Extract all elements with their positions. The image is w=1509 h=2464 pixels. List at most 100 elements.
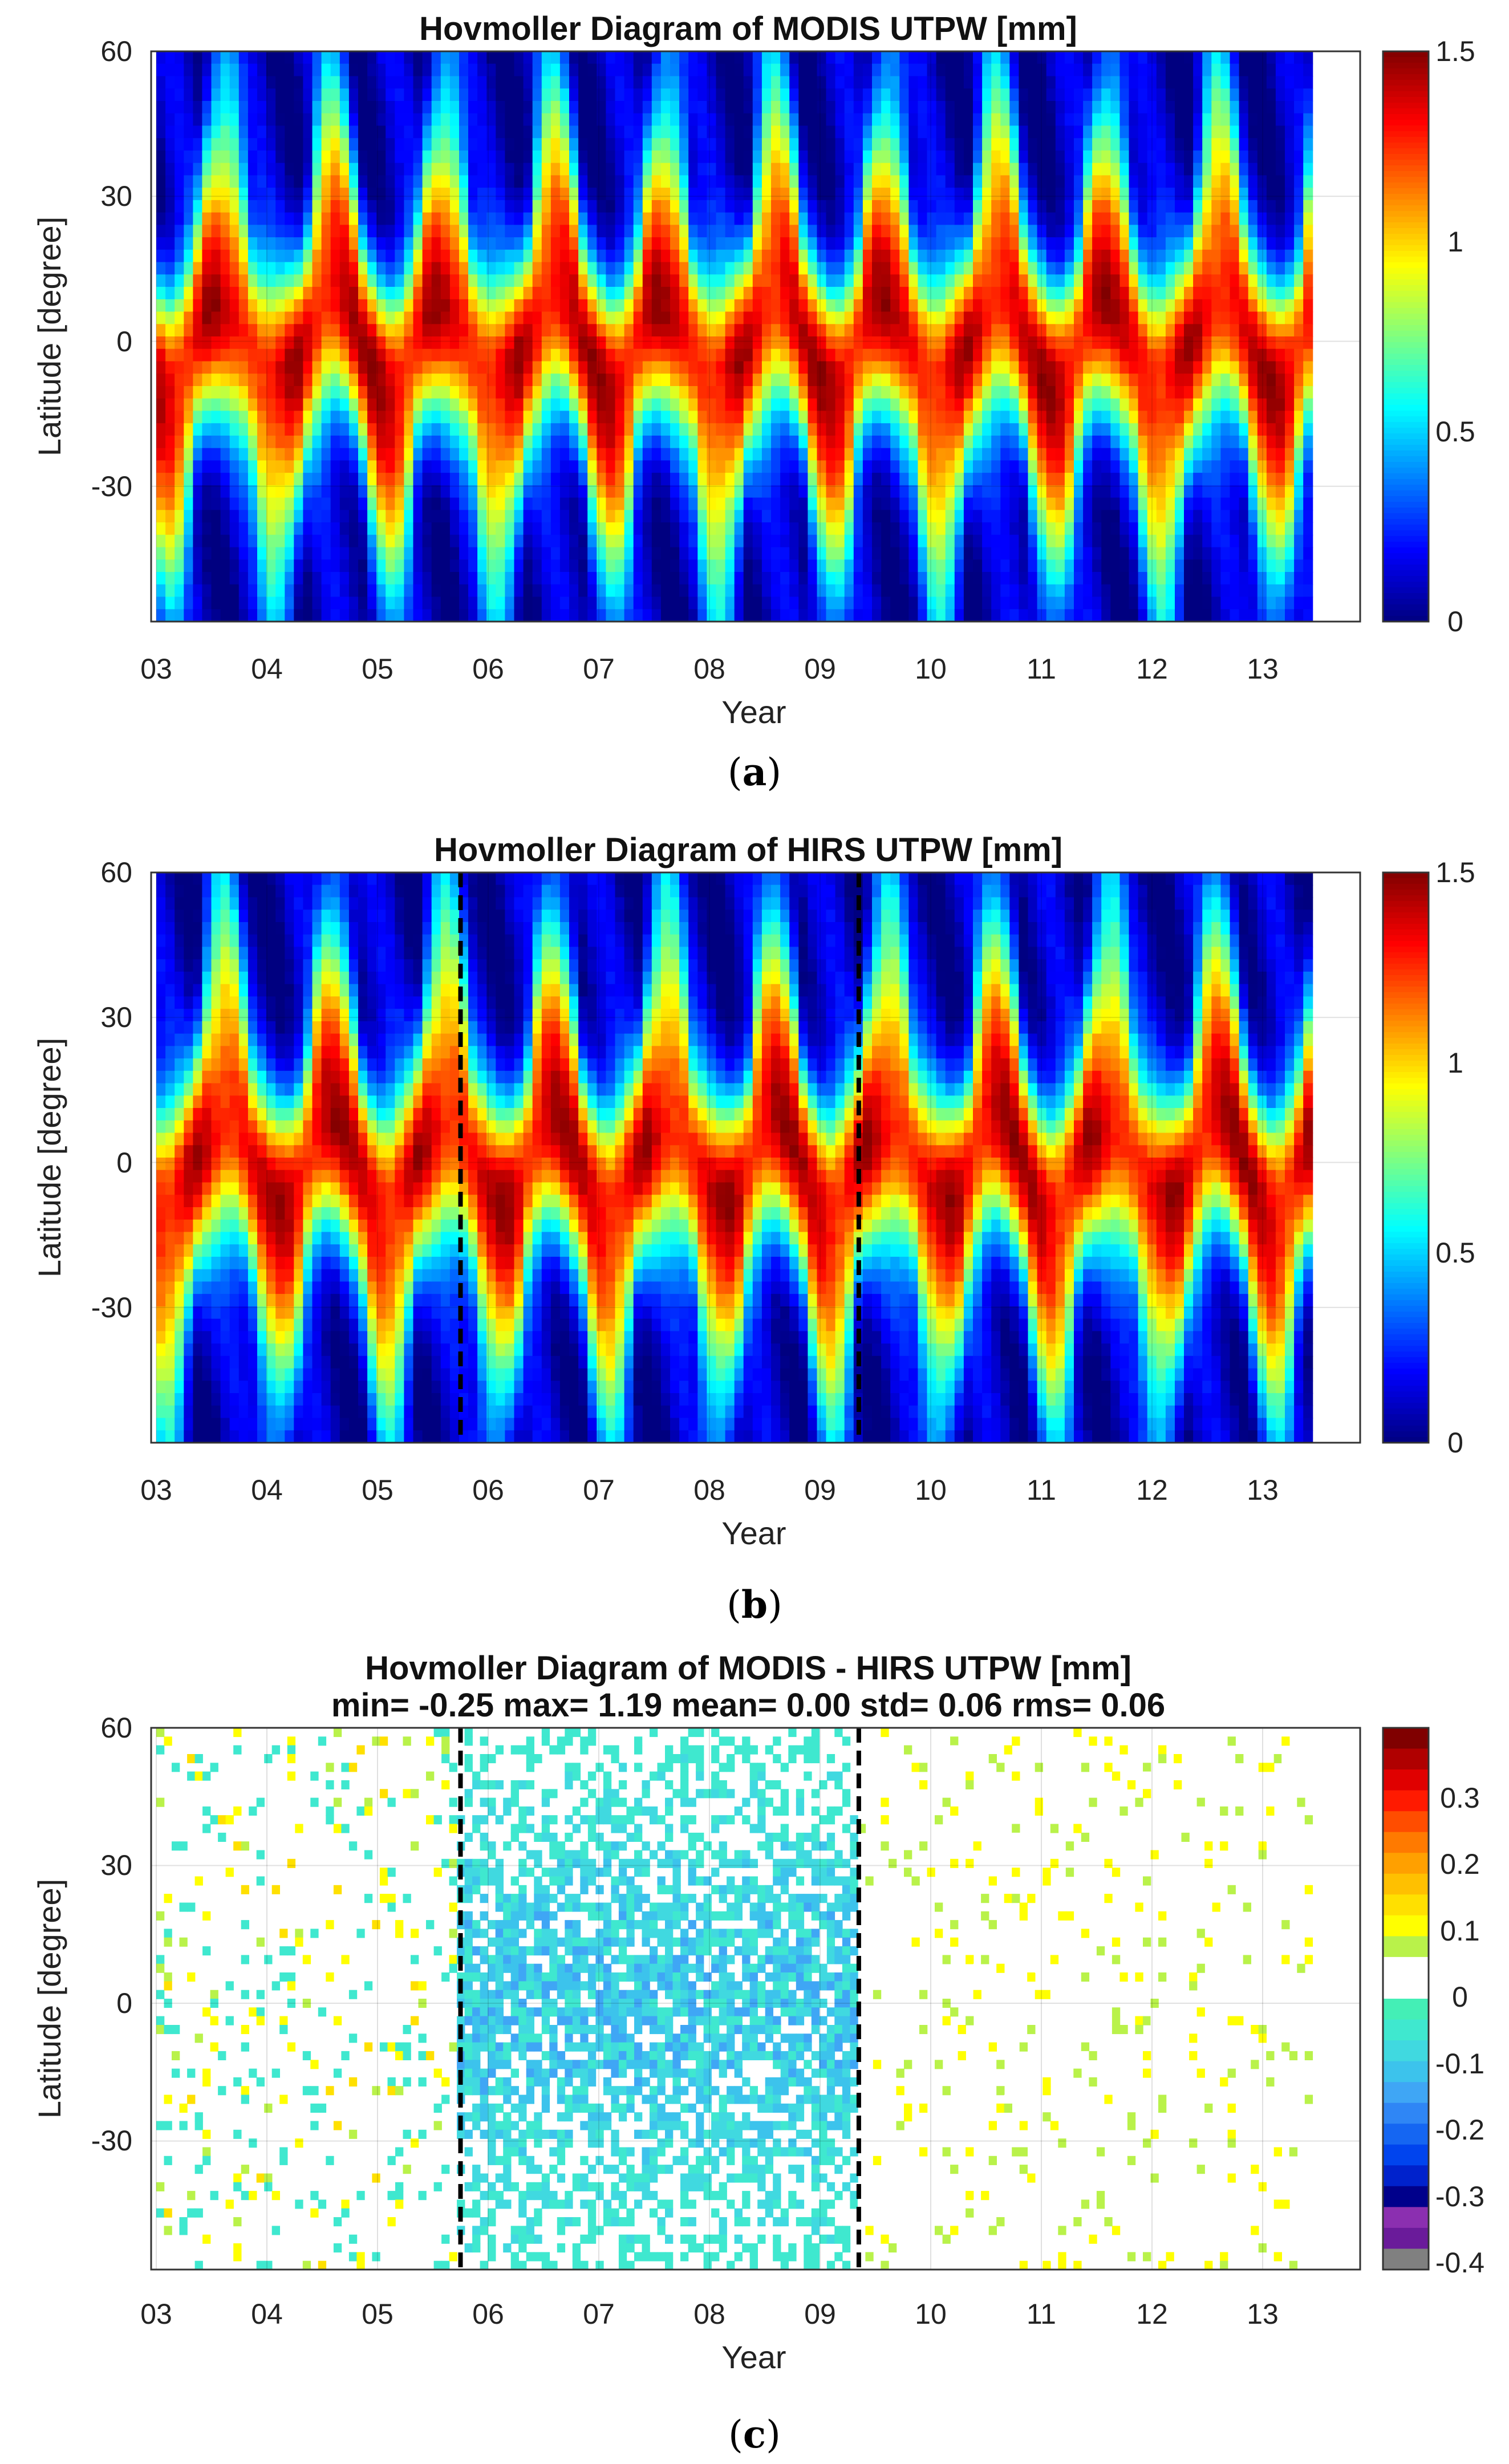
- heatmap-cell: [321, 386, 331, 399]
- heatmap-cell: [285, 51, 295, 64]
- heatmap-cell: [1138, 398, 1148, 412]
- heatmap-cell: [725, 188, 735, 201]
- heatmap-cell: [936, 76, 946, 90]
- heatmap-cell: [982, 113, 992, 127]
- heatmap-cell: [660, 225, 671, 238]
- heatmap-cell: [808, 411, 818, 424]
- heatmap-cell: [716, 188, 726, 201]
- heatmap-cell: [991, 311, 1001, 325]
- heatmap-cell: [348, 101, 359, 114]
- heatmap-cell: [670, 361, 680, 375]
- heatmap-cell: [229, 200, 240, 213]
- heatmap-cell: [1019, 336, 1029, 350]
- heatmap-cell: [633, 150, 643, 164]
- heatmap-cell: [798, 51, 809, 64]
- heatmap-cell: [817, 287, 827, 300]
- heatmap-cell: [184, 63, 194, 77]
- heatmap-cell: [982, 200, 992, 213]
- heatmap-cell: [872, 249, 882, 263]
- heatmap-cell: [716, 274, 726, 287]
- heatmap-cell: [505, 51, 515, 64]
- heatmap-cell: [321, 423, 331, 436]
- heatmap-cell: [927, 125, 937, 139]
- heatmap-cell: [624, 596, 634, 610]
- heatmap-cell: [1138, 448, 1148, 461]
- heatmap-cell: [330, 348, 340, 362]
- heatmap-cell: [1055, 485, 1065, 498]
- heatmap-cell: [954, 76, 964, 90]
- heatmap-cell: [817, 386, 827, 399]
- heatmap-cell: [312, 125, 322, 139]
- heatmap-cell: [844, 76, 854, 90]
- heatmap-cell: [1019, 473, 1029, 486]
- heatmap-cell: [569, 510, 579, 523]
- heatmap-cell: [156, 374, 167, 387]
- heatmap-cell: [798, 411, 809, 424]
- heatmap-cell: [1101, 348, 1112, 362]
- heatmap-cell: [954, 113, 964, 127]
- heatmap-cell: [651, 63, 662, 77]
- heatmap-cell: [1092, 88, 1102, 102]
- heatmap-cell: [477, 547, 488, 561]
- heatmap-cell: [468, 163, 478, 176]
- heatmap-cell: [624, 374, 634, 387]
- heatmap-cell: [248, 534, 258, 548]
- heatmap-cell: [1129, 200, 1139, 213]
- heatmap-cell: [1110, 299, 1121, 312]
- heatmap-cell: [229, 125, 240, 139]
- heatmap-cell: [431, 101, 441, 114]
- heatmap-cell: [808, 249, 818, 263]
- heatmap-cell: [321, 522, 331, 535]
- heatmap-cell: [982, 534, 992, 548]
- heatmap-cell: [1019, 76, 1029, 90]
- heatmap-cell: [1138, 411, 1148, 424]
- heatmap-cell: [532, 138, 542, 151]
- heatmap-cell: [660, 596, 671, 610]
- heatmap-cell: [303, 473, 313, 486]
- heatmap-cell: [184, 101, 194, 114]
- heatmap-cell: [982, 423, 992, 436]
- heatmap-cell: [982, 287, 992, 300]
- heatmap-cell: [752, 348, 762, 362]
- heatmap-cell: [238, 448, 249, 461]
- heatmap-cell: [908, 336, 919, 350]
- heatmap-cell: [294, 460, 304, 474]
- heatmap-cell: [175, 274, 185, 287]
- heatmap-cell: [918, 398, 928, 412]
- heatmap-cell: [771, 188, 781, 201]
- heatmap-cell: [1055, 262, 1065, 275]
- heatmap-cell: [220, 163, 230, 176]
- heatmap-cell: [1019, 287, 1029, 300]
- heatmap-cell: [1074, 448, 1084, 461]
- heatmap-cell: [1028, 212, 1038, 226]
- heatmap-cell: [1074, 225, 1084, 238]
- heatmap-cell: [908, 522, 919, 535]
- heatmap-cell: [844, 287, 854, 300]
- heatmap-cell: [918, 225, 928, 238]
- heatmap-cell: [559, 374, 570, 387]
- heatmap-cell: [954, 609, 964, 622]
- heatmap-cell: [716, 510, 726, 523]
- heatmap-cell: [945, 374, 955, 387]
- heatmap-cell: [660, 150, 671, 164]
- heatmap-cell: [725, 423, 735, 436]
- heatmap-cell: [238, 101, 249, 114]
- heatmap-cell: [872, 101, 882, 114]
- heatmap-cell: [707, 411, 717, 424]
- heatmap-cell: [578, 212, 589, 226]
- heatmap-cell: [688, 299, 699, 312]
- heatmap-cell: [376, 522, 387, 535]
- heatmap-cell: [982, 274, 992, 287]
- heatmap-cell: [945, 547, 955, 561]
- heatmap-cell: [991, 101, 1001, 114]
- heatmap-cell: [321, 299, 331, 312]
- heatmap-cell: [550, 361, 561, 375]
- heatmap-cell: [321, 287, 331, 300]
- heatmap-cell: [826, 435, 836, 449]
- heatmap-cell: [872, 596, 882, 610]
- heatmap-cell: [615, 460, 625, 474]
- heatmap-cell: [1074, 237, 1084, 250]
- heatmap-cell: [1009, 200, 1020, 213]
- heatmap-cell: [945, 435, 955, 449]
- heatmap-cell: [440, 522, 451, 535]
